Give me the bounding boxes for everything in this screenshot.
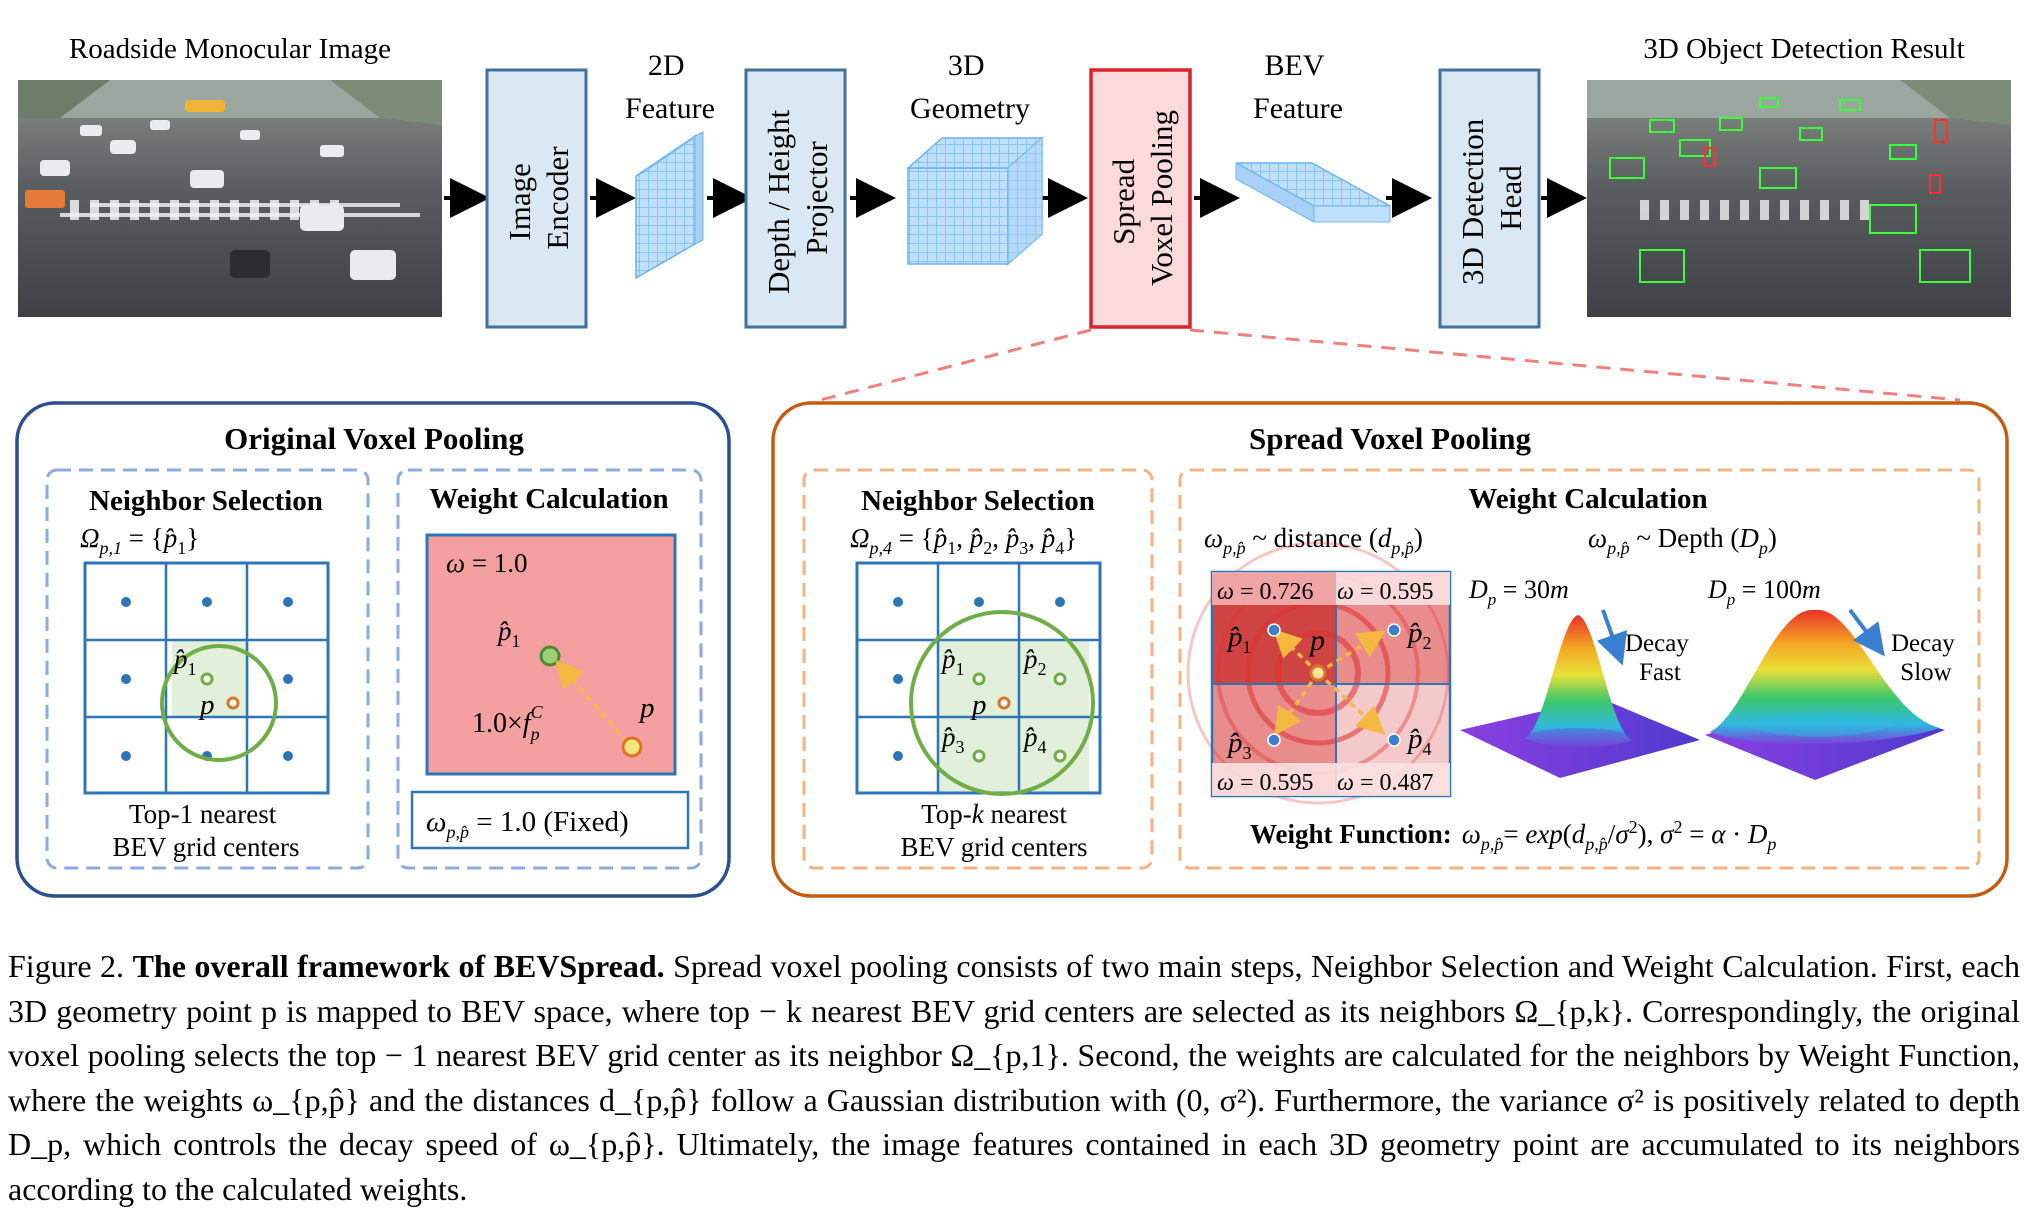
spread-label-1: Spread <box>1106 158 1141 245</box>
depth-relation: ωp,p̂ ~ Depth (Dp) <box>1588 523 1777 558</box>
spread-title: Spread Voxel Pooling <box>1249 421 1531 456</box>
caption-label: Figure 2. <box>8 948 125 984</box>
distance-relation: ωp,p̂ ~ distance (dp,p̂) <box>1204 523 1423 558</box>
bev-label-2: Feature <box>1253 92 1343 125</box>
svg-text:Image Encoder: Image Encoder <box>502 146 575 250</box>
original-neighbor-formula: Ωp,1 = {p̂1} <box>80 523 199 558</box>
original-fixed-weight: ωp,p̂ = 1.0 (Fixed) <box>426 806 629 842</box>
depth-height-projector-block <box>744 68 847 329</box>
caption-body: Spread voxel pooling consists of two mai… <box>8 948 2021 1207</box>
svg-text:Decay Slow: Decay Slow <box>1891 630 1961 686</box>
geometry3d-label-1: 3D <box>948 49 985 82</box>
svg-text:Spread Voxel Pooling: Spread Voxel Pooling <box>1106 110 1179 286</box>
decay-fast-2: Fast <box>1639 659 1681 686</box>
gaussian-surface-near: Dp = 30m Decay Fast <box>1460 575 1700 778</box>
svg-text:Top-1 nearest BEV grid c: Top-1 nearest BEV grid centers <box>113 799 300 862</box>
spread-caption-2: BEV grid centers <box>901 832 1088 862</box>
weight-bl: ω = 0.595 <box>1217 770 1314 796</box>
geometry3d-label-2: Geometry <box>910 92 1030 125</box>
projector-label-1: Depth / Height <box>761 109 796 294</box>
spread-p-label: p <box>970 689 987 721</box>
original-bev-grid: p̂1 p <box>83 561 330 795</box>
encoder-label-2: Encoder <box>540 146 575 250</box>
feature2d-label-2: Feature <box>625 92 715 125</box>
spread-caption-1: Top-k nearest <box>921 799 1067 829</box>
weight-function: Weight Function: ωp,p̂= exp(dp,p̂/σ2), σ2… <box>1250 817 1776 854</box>
original-neighbor-title: Neighbor Selection <box>89 485 323 517</box>
depth-near-label: Dp = 30m <box>1468 575 1569 609</box>
framework-figure: Roadside Monocular Image <box>15 33 2011 898</box>
original-p-label: p <box>198 689 215 721</box>
image-encoder-block <box>485 68 588 329</box>
bev-label-1: BEV <box>1265 49 1325 82</box>
detection-result-image <box>1587 80 2011 317</box>
decay-slow-1: Decay <box>1891 630 1955 657</box>
svg-text:Decay Fast: Decay Fast <box>1625 630 1695 686</box>
geometry-3d-cube <box>906 136 1044 266</box>
spread-label-2: Voxel Pooling <box>1144 110 1179 286</box>
decay-slow-2: Slow <box>1900 659 1951 686</box>
weight-br: ω = 0.487 <box>1337 770 1434 796</box>
original-fixed-box <box>410 790 690 850</box>
pipeline: Roadside Monocular Image <box>18 33 2011 402</box>
spread-weight-title: Weight Calculation <box>1468 483 1707 515</box>
gaussian-surface-far: Dp = 100m Decay Slow <box>1705 575 1961 780</box>
svg-text:2D Feature: 2D Feature <box>625 49 715 125</box>
output-title: 3D Object Detection Result <box>1643 33 1964 65</box>
weighted-p-label: p <box>1308 624 1325 657</box>
original-voxel-pooling-panel: Original Voxel Pooling Neighbor Selectio… <box>15 401 731 898</box>
depth-far-label: Dp = 100m <box>1707 575 1821 609</box>
svg-text:BEV Feature: BEV Feature <box>1253 49 1343 125</box>
svg-text:Depth / Height Projector: Depth / Height Projector <box>761 102 834 294</box>
original-caption-1: Top-1 nearest <box>129 799 277 829</box>
spread-bev-grid: p̂1 p̂2 p̂3 p̂4 p <box>855 561 1102 796</box>
original-caption-2: BEV grid centers <box>113 832 300 862</box>
svg-text:3D Detection Head: 3D Detection Head <box>1455 111 1528 285</box>
detection-head-block <box>1438 68 1541 329</box>
original-omega: ω = 1.0 <box>446 548 528 578</box>
weight-tr: ω = 0.595 <box>1337 579 1434 605</box>
projector-label-2: Projector <box>799 141 834 255</box>
decay-fast-1: Decay <box>1625 630 1689 657</box>
roadside-image <box>18 80 442 317</box>
spread-neighbor-title: Neighbor Selection <box>861 485 1095 517</box>
weighted-grid: ω = 0.726 ω = 0.595 ω = 0.595 ω = 0.487 … <box>1186 541 1452 805</box>
head-label-1: 3D Detection <box>1455 118 1490 285</box>
original-p-weight: p <box>638 692 655 724</box>
svg-text:3D Geometry: 3D Geometry <box>910 49 1030 125</box>
figure-caption: Figure 2. The overall framework of BEVSp… <box>8 944 2020 1211</box>
caption-title: The overall framework of BEVSpread. <box>132 948 665 984</box>
input-title: Roadside Monocular Image <box>69 33 391 65</box>
weight-tl: ω = 0.726 <box>1217 579 1314 605</box>
spread-neighbor-formula: Ωp,4 = {p̂1, p̂2, p̂3, p̂4} <box>850 523 1077 558</box>
spread-voxel-pooling-block <box>1089 68 1192 329</box>
bev-feature-plane <box>1235 162 1391 223</box>
head-label-2: Head <box>1493 165 1528 231</box>
encoder-label-1: Image <box>502 163 537 240</box>
original-title: Original Voxel Pooling <box>224 421 524 456</box>
original-weight-title: Weight Calculation <box>429 483 668 515</box>
feature-2d-slab <box>635 131 704 280</box>
feature2d-label-1: 2D <box>648 49 685 82</box>
spread-voxel-pooling-panel: Spread Voxel Pooling Neighbor Selection … <box>771 401 2009 898</box>
